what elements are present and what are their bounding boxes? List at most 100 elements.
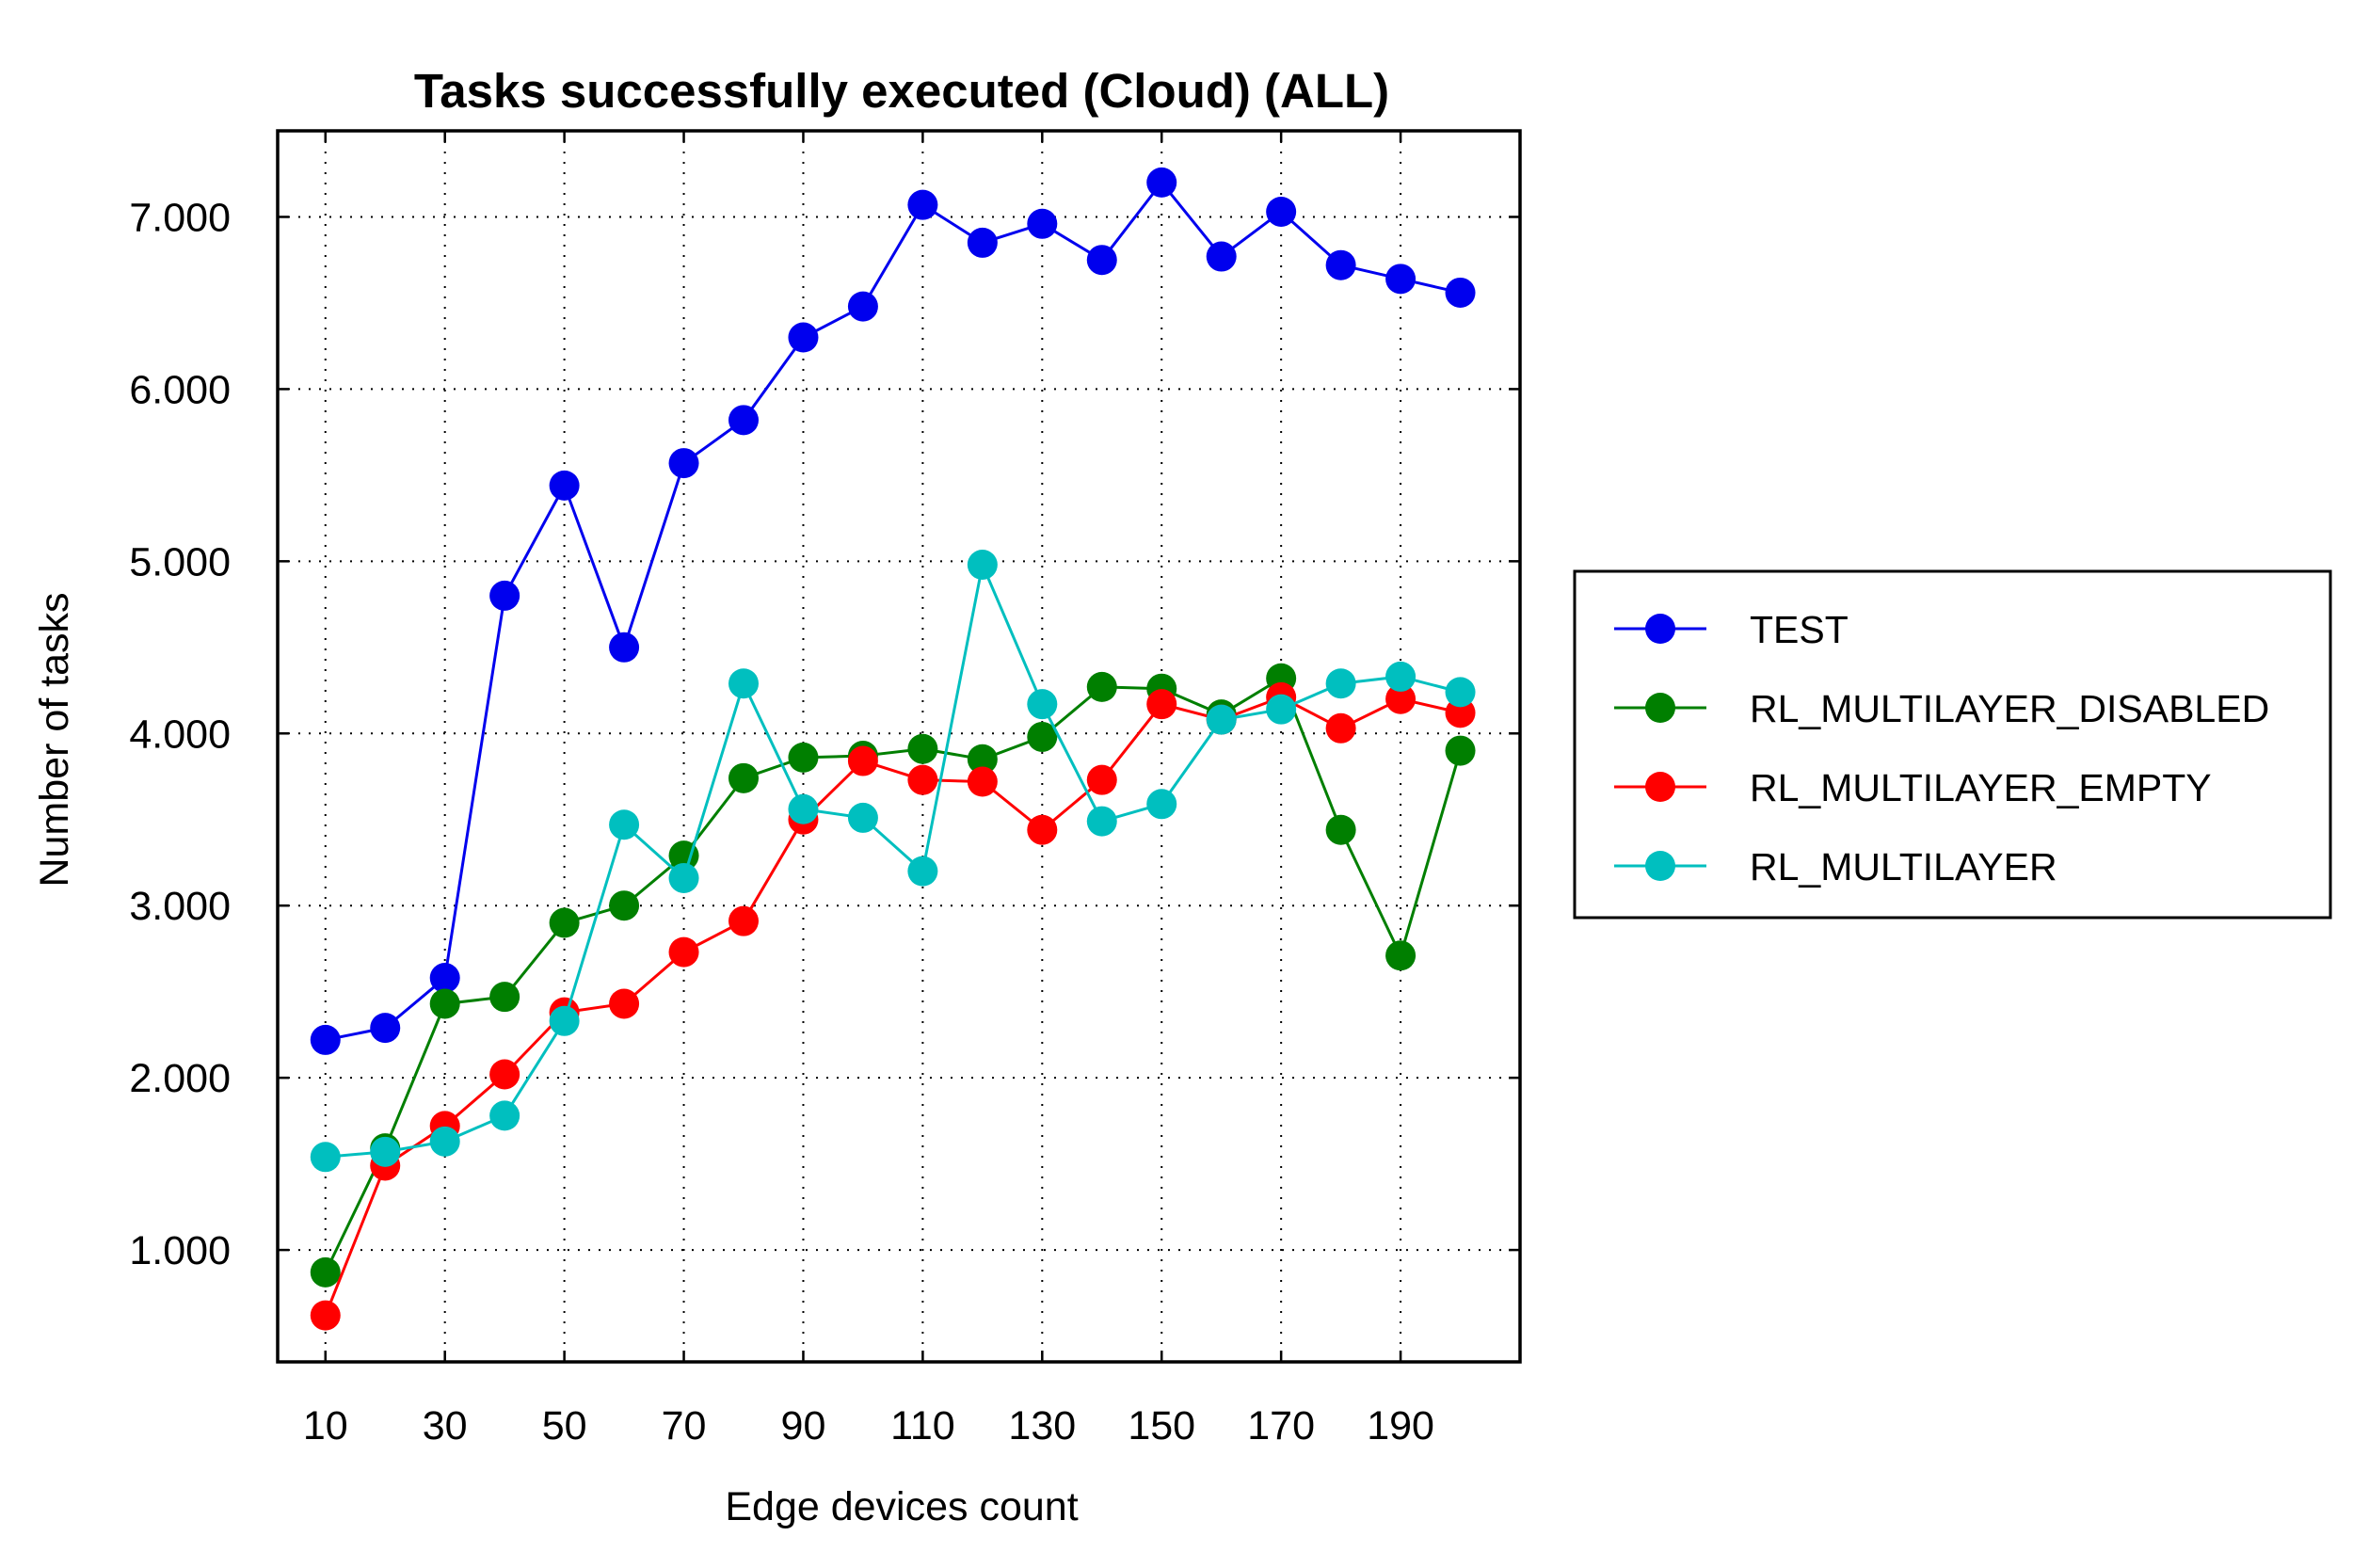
- legend-label: RL_MULTILAYER_DISABLED: [1750, 687, 2269, 730]
- data-point: [549, 907, 580, 938]
- axis-ticks: 10 30 50 70 90 110 130 150 170 190 1.000 2.000 3.000…: [129, 131, 1520, 1448]
- data-point: [1325, 814, 1356, 845]
- data-point: [1146, 167, 1177, 198]
- data-point: [1445, 735, 1476, 766]
- y-tick-label: 7.000: [129, 195, 231, 240]
- legend-item: RL_MULTILAYER_DISABLED: [1614, 687, 2269, 730]
- x-tick-label: 90: [781, 1403, 826, 1448]
- data-point: [907, 733, 938, 764]
- x-tick-label: 170: [1247, 1403, 1315, 1448]
- data-point: [847, 291, 878, 322]
- data-point: [489, 982, 520, 1013]
- data-point: [310, 1024, 341, 1055]
- data-point: [1027, 689, 1058, 720]
- y-tick-label: 4.000: [129, 712, 231, 757]
- legend-marker: [1645, 851, 1675, 881]
- data-point: [668, 840, 699, 872]
- data-point: [609, 890, 640, 921]
- data-point: [1325, 712, 1356, 744]
- data-point: [310, 1256, 341, 1288]
- legend-marker: [1645, 614, 1675, 644]
- y-tick-label: 3.000: [129, 884, 231, 929]
- data-point: [1385, 683, 1417, 714]
- data-point: [489, 1059, 520, 1090]
- legend-marker: [1645, 772, 1675, 802]
- data-point: [788, 322, 819, 353]
- data-point: [788, 742, 819, 773]
- data-point: [549, 470, 580, 501]
- data-point: [967, 550, 998, 581]
- x-tick-label: 190: [1367, 1403, 1434, 1448]
- legend-label: RL_MULTILAYER_EMPTY: [1750, 766, 2212, 809]
- x-tick-label: 150: [1128, 1403, 1195, 1448]
- data-point: [907, 189, 938, 220]
- series-test: [310, 167, 1476, 1055]
- data-point: [728, 668, 759, 699]
- data-point: [1385, 661, 1417, 692]
- data-point: [310, 1142, 341, 1173]
- data-point: [728, 762, 759, 793]
- data-point: [1266, 694, 1297, 725]
- data-point: [1325, 249, 1356, 280]
- data-point: [1206, 704, 1237, 735]
- data-point: [1086, 245, 1117, 276]
- data-point: [609, 809, 640, 840]
- x-axis-label: Edge devices count: [725, 1484, 1078, 1529]
- y-tick-label: 2.000: [129, 1056, 231, 1101]
- legend-item: RL_MULTILAYER: [1614, 845, 2057, 888]
- y-tick-label: 5.000: [129, 539, 231, 584]
- data-point: [609, 988, 640, 1019]
- data-point: [370, 1136, 401, 1167]
- data-point: [788, 793, 819, 824]
- series-rl-multilayer: [310, 550, 1476, 1173]
- data-point: [728, 405, 759, 436]
- data-point: [1146, 689, 1177, 720]
- data-point: [967, 227, 998, 258]
- data-point: [429, 988, 460, 1019]
- data-point: [1445, 277, 1476, 308]
- data-point: [847, 802, 878, 833]
- data-point: [370, 1013, 401, 1044]
- data-point: [847, 745, 878, 776]
- data-point: [1027, 814, 1058, 845]
- data-point: [1027, 721, 1058, 752]
- plot-area-frame: [276, 129, 1522, 1364]
- data-point: [1385, 264, 1417, 295]
- data-point: [967, 744, 998, 775]
- data-point: [1086, 764, 1117, 795]
- data-point: [310, 1300, 341, 1331]
- data-point: [1445, 697, 1476, 728]
- data-point: [429, 1126, 460, 1157]
- data-point: [728, 905, 759, 936]
- data-point: [907, 764, 938, 795]
- data-point: [1325, 668, 1356, 699]
- data-point: [668, 936, 699, 968]
- data-point: [907, 856, 938, 887]
- legend-label: RL_MULTILAYER: [1750, 845, 2057, 888]
- data-point: [668, 448, 699, 479]
- x-tick-label: 110: [890, 1403, 955, 1448]
- data-point: [1146, 789, 1177, 820]
- data-point: [1206, 241, 1237, 272]
- y-axis-label: Number of tasks: [32, 592, 77, 887]
- data-point: [489, 1100, 520, 1131]
- data-point: [668, 862, 699, 893]
- data-point: [967, 766, 998, 797]
- data-point: [549, 1005, 580, 1036]
- data-point: [1086, 671, 1117, 702]
- x-tick-label: 70: [662, 1403, 707, 1448]
- legend-item: TEST: [1614, 608, 1849, 651]
- data-series: [310, 167, 1476, 1331]
- data-point: [1086, 806, 1117, 837]
- data-point: [429, 963, 460, 994]
- data-point: [1385, 940, 1417, 971]
- legend-marker: [1645, 693, 1675, 723]
- data-point: [489, 580, 520, 611]
- x-tick-label: 10: [303, 1403, 348, 1448]
- x-tick-label: 50: [542, 1403, 587, 1448]
- y-tick-label: 6.000: [129, 367, 231, 412]
- legend-item: RL_MULTILAYER_EMPTY: [1614, 766, 2212, 809]
- data-point: [1266, 196, 1297, 227]
